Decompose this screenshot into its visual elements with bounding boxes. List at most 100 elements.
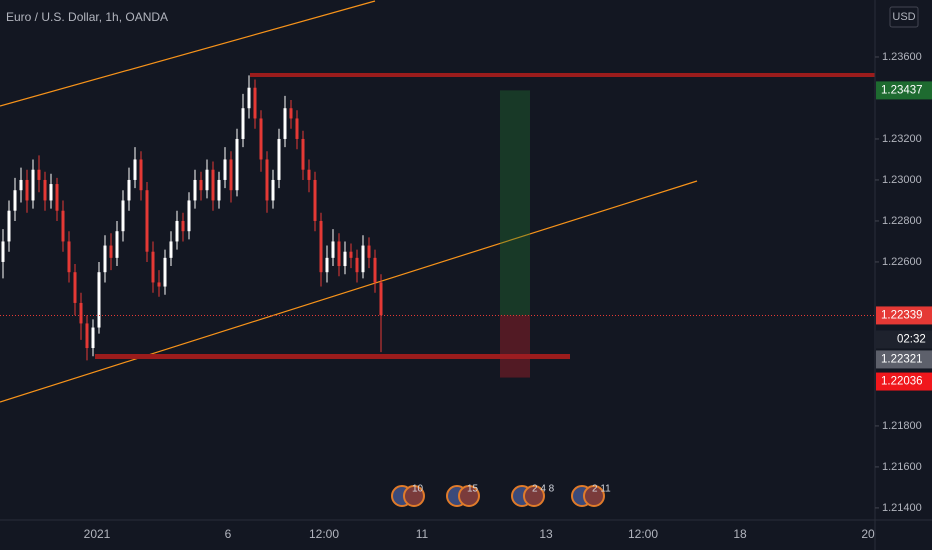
- trend-line: [0, 0, 376, 107]
- candle-body: [7, 210, 11, 242]
- event-count: 10: [412, 484, 424, 495]
- candle-body: [241, 108, 245, 139]
- event-icon: [583, 485, 605, 507]
- candle-body: [199, 179, 203, 191]
- candle-body: [211, 169, 215, 201]
- candle-body: [355, 257, 359, 273]
- loss-zone: [500, 315, 530, 378]
- candle-body: [85, 323, 89, 349]
- candle-body: [181, 220, 185, 232]
- candle-body: [127, 179, 131, 201]
- candle-body: [307, 169, 311, 180]
- stop-loss-label: 1.22036: [881, 376, 923, 388]
- y-tick-label: 1.21400: [882, 502, 922, 514]
- candle-body: [295, 118, 299, 139]
- candle-body: [235, 138, 239, 191]
- candle-body: [373, 257, 377, 283]
- last-price-label: 1.22339: [881, 309, 923, 321]
- candle-body: [13, 190, 17, 211]
- candle-body: [79, 302, 83, 324]
- candle-body: [361, 245, 365, 273]
- candle-body: [157, 282, 161, 287]
- candle-body: [343, 251, 347, 267]
- event-icon: [458, 485, 480, 507]
- candle-body: [367, 245, 371, 258]
- candle-body: [163, 257, 167, 287]
- candle-body: [283, 108, 287, 139]
- candle-body: [91, 327, 95, 349]
- candle-body: [73, 272, 77, 303]
- candle-body: [223, 159, 227, 180]
- candle-body: [205, 169, 209, 191]
- take-profit-label: 1.23437: [881, 84, 923, 96]
- candle-body: [331, 241, 335, 258]
- plot: [0, 75, 875, 378]
- candle-body: [265, 159, 269, 201]
- candle-body: [97, 272, 101, 328]
- currency-box[interactable]: [889, 6, 919, 28]
- y-tick-label: 1.22600: [882, 256, 922, 268]
- candle-body: [61, 210, 65, 242]
- event-icon: [403, 485, 425, 507]
- candle-body: [253, 87, 257, 119]
- event-count: 15: [467, 484, 479, 495]
- candle-body: [1, 241, 5, 262]
- candle-body: [19, 179, 23, 191]
- candle-body: [217, 179, 221, 201]
- x-tick-label: 6: [225, 527, 232, 541]
- countdown: 02:32: [897, 333, 926, 345]
- candle-body: [289, 108, 293, 119]
- x-tick-label: 12:00: [309, 527, 339, 541]
- candle-body: [139, 159, 143, 191]
- candle-body: [133, 159, 137, 180]
- x-tick-label: 12:00: [628, 527, 658, 541]
- candle-body: [379, 282, 383, 316]
- candle-body: [55, 184, 59, 211]
- candle-body: [175, 220, 179, 242]
- countdown-box: [876, 330, 932, 349]
- candle-body: [193, 179, 197, 201]
- candle-body: [109, 245, 113, 258]
- candle-body: [277, 138, 281, 180]
- stop-loss-label-box: [876, 372, 932, 391]
- candle-body: [121, 200, 125, 232]
- candle-body: [313, 179, 317, 221]
- entry-price-label-box: [876, 350, 932, 369]
- x-tick-label: 2021: [84, 527, 111, 541]
- event-icon: [523, 485, 545, 507]
- candle-body: [49, 184, 53, 201]
- trend-line: [0, 180, 698, 403]
- candle-body: [31, 169, 35, 201]
- x-tick-label: 18: [733, 527, 747, 541]
- candle-body: [337, 241, 341, 267]
- candle-body: [349, 251, 353, 258]
- x-tick-label: 11: [416, 527, 429, 541]
- candle-body: [43, 179, 47, 201]
- candle-body: [37, 169, 41, 180]
- event-count: 2 11: [592, 484, 611, 495]
- y-tick-label: 1.23600: [882, 51, 922, 63]
- y-tick-label: 1.21800: [882, 420, 922, 432]
- candle-body: [103, 245, 107, 273]
- candle-body: [301, 138, 305, 170]
- candle-body: [145, 190, 149, 252]
- y-tick-label: 1.22800: [882, 215, 922, 227]
- support-line: [95, 354, 570, 359]
- take-profit-label-box: [876, 81, 932, 100]
- resistance-line: [250, 73, 875, 77]
- candle-body: [115, 231, 119, 258]
- x-tick-label: 13: [539, 527, 553, 541]
- candle-body: [169, 241, 173, 258]
- candle-body: [229, 159, 233, 191]
- candle-body: [325, 257, 329, 273]
- last-price-label-box: [876, 306, 932, 325]
- x-tick-label: 20: [861, 527, 875, 541]
- candle-body: [247, 87, 251, 109]
- entry-price-label: 1.22321: [881, 353, 923, 365]
- currency[interactable]: USD: [892, 11, 915, 23]
- profit-zone: [500, 90, 530, 316]
- candle-body: [187, 200, 191, 232]
- y-tick-label: 1.23000: [882, 174, 922, 186]
